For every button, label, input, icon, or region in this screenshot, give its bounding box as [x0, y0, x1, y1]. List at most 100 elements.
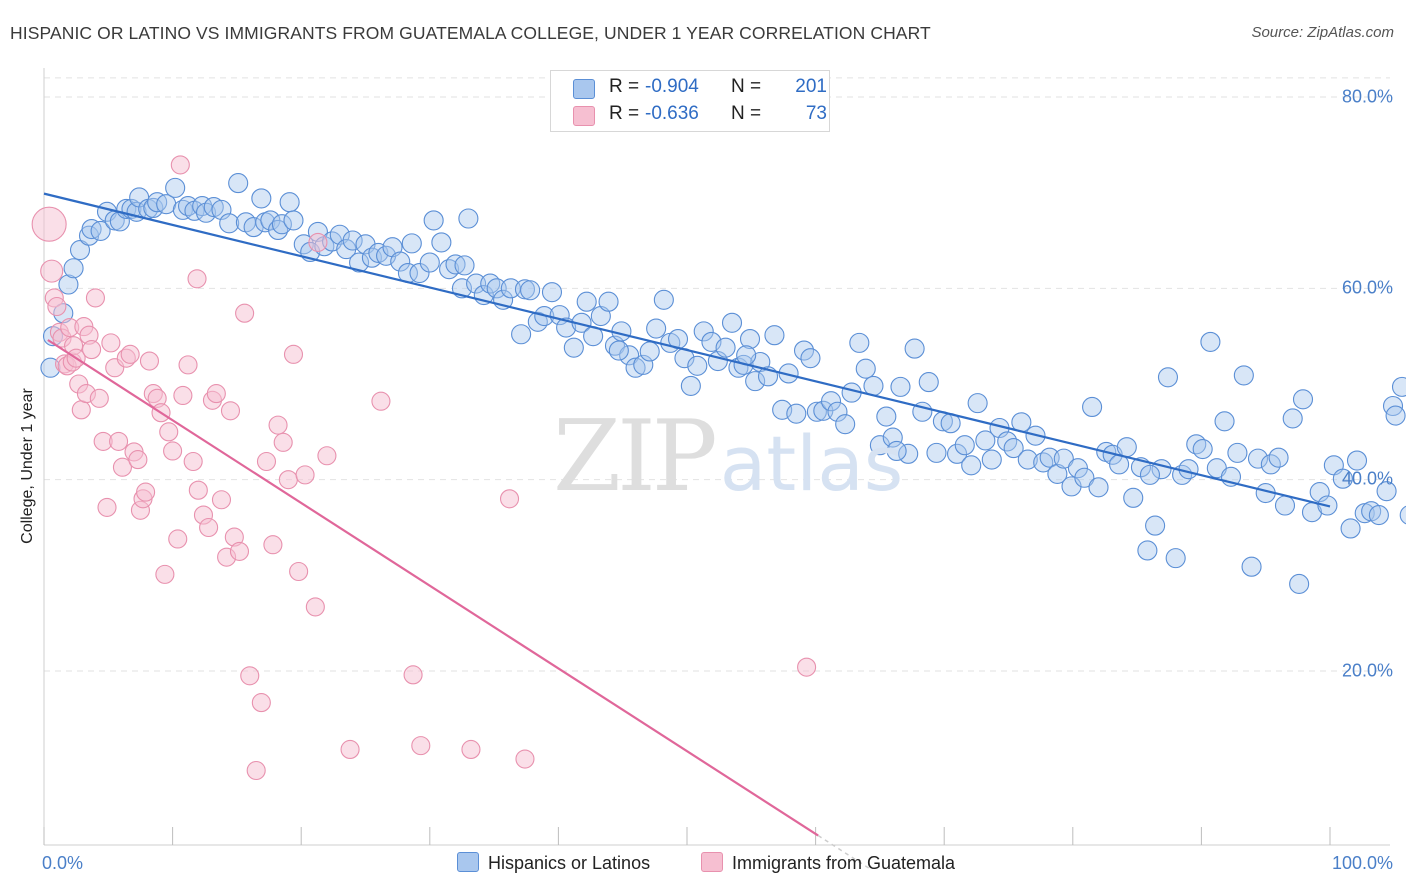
- hispanics-point: [954, 435, 975, 456]
- hispanics-point: [1047, 463, 1068, 484]
- hispanics-point: [563, 337, 584, 358]
- series-hispanics-points: [40, 173, 1406, 594]
- hispanics-point: [1214, 411, 1235, 432]
- hispanics-point: [419, 252, 440, 273]
- hispanics-point: [271, 214, 292, 235]
- hispanics-point: [835, 414, 856, 435]
- hispanics-point: [1139, 464, 1161, 485]
- hispanics-point: [947, 443, 968, 464]
- hispanics-point: [745, 371, 766, 392]
- guatemala-point: [340, 739, 360, 759]
- hispanics-point: [431, 232, 452, 253]
- y-axis-label: College, Under 1 year: [19, 388, 36, 544]
- hispanics-point: [1082, 396, 1103, 418]
- hispanics-point: [1289, 573, 1310, 594]
- hispanics-point: [800, 348, 821, 369]
- hispanics-point: [1247, 448, 1269, 469]
- hispanics-point: [527, 311, 548, 332]
- hispanics-point: [423, 210, 444, 231]
- hispanics-point: [466, 273, 487, 294]
- chart-title: HISPANIC OR LATINO VS IMMIGRANTS FROM GU…: [10, 23, 931, 43]
- hispanics-point: [1340, 518, 1361, 539]
- hispanics-point: [1227, 442, 1248, 463]
- y-tick-label-80: 80.0%: [1341, 86, 1393, 107]
- guatemala-point: [295, 465, 315, 485]
- hispanics-point: [1157, 367, 1179, 388]
- guatemala-point: [31, 206, 67, 242]
- hispanics-point: [1233, 365, 1254, 386]
- hispanics-point: [1116, 437, 1137, 458]
- hispanics-point: [967, 393, 988, 414]
- hispanics-point: [251, 188, 272, 209]
- guatemala-point: [273, 432, 293, 452]
- hispanics-point: [69, 240, 91, 261]
- hispanics-point: [228, 173, 249, 194]
- legend-item-guatemala: Immigrants from Guatemala: [701, 852, 955, 874]
- guatemala-point: [139, 351, 160, 371]
- guatemala-point: [178, 355, 198, 375]
- hispanics-point: [981, 449, 1002, 470]
- stats-legend: R = -0.904 N = 201 R = -0.636 N = 73: [550, 70, 830, 132]
- hispanics-point: [1200, 331, 1221, 352]
- hispanics-point: [1292, 389, 1314, 410]
- hispanics-point: [598, 291, 619, 312]
- hispanics-point: [283, 210, 304, 231]
- guatemala-point: [278, 470, 298, 490]
- hispanics-point: [786, 403, 807, 424]
- hispanics-point: [820, 391, 842, 412]
- guatemala-point: [173, 385, 193, 406]
- hispanics-point: [625, 357, 646, 378]
- r-label: R =: [609, 76, 640, 97]
- guatemala-point: [109, 431, 129, 451]
- guatemala-point: [159, 422, 179, 442]
- hispanics-point: [63, 258, 84, 279]
- hispanics-point: [882, 427, 903, 448]
- hispanics-point: [268, 219, 289, 241]
- x-tick-label-max: 100.0%: [1331, 853, 1393, 873]
- guatemala-point: [317, 446, 337, 466]
- guatemala-point: [305, 597, 325, 617]
- guatemala-point: [229, 541, 250, 561]
- trend-line-guatemala: [47, 339, 819, 837]
- watermark-zip: ZIP: [553, 400, 718, 514]
- hispanics-point: [975, 430, 996, 451]
- hispanics-point: [1274, 495, 1296, 516]
- guatemala-point: [101, 333, 121, 353]
- guatemala-point: [461, 739, 481, 759]
- hispanics-point: [520, 280, 541, 301]
- guatemala-point: [263, 535, 283, 555]
- y-tick-label-40: 40.0%: [1341, 468, 1393, 489]
- hispanics-point: [1368, 505, 1389, 526]
- hispanics-point: [806, 401, 827, 422]
- hispanics-point: [1376, 481, 1397, 502]
- hispanics-point: [390, 251, 411, 272]
- hispanics-point: [608, 340, 629, 361]
- guatemala-point: [120, 344, 140, 364]
- guatemala-point: [85, 288, 105, 308]
- guatemala-point: [89, 388, 109, 408]
- x-tick-label-min: 0.0%: [42, 853, 84, 873]
- guatemala-point: [499, 489, 520, 509]
- guatemala-point: [371, 391, 391, 411]
- guatemala-point: [283, 344, 304, 364]
- hispanics-point: [541, 282, 563, 303]
- legend-swatch-blue: [457, 852, 479, 872]
- hispanics-point: [1123, 487, 1144, 508]
- guatemala-point: [47, 296, 67, 317]
- hispanics-point: [1332, 468, 1353, 489]
- r-label: R =: [609, 103, 640, 124]
- hispanics-point: [401, 233, 422, 254]
- hispanics-point: [1268, 447, 1289, 468]
- hispanics-point: [1385, 405, 1406, 426]
- hispanics-point: [721, 312, 743, 333]
- guatemala-point: [268, 415, 288, 435]
- r-value: -0.904: [645, 76, 699, 97]
- n-value: 73: [805, 103, 827, 124]
- guatemala-point: [183, 451, 203, 472]
- hispanics-point: [511, 324, 532, 345]
- legend-label: Immigrants from Guatemala: [732, 853, 956, 873]
- hispanics-point: [1260, 454, 1281, 475]
- hispanics-point: [1074, 467, 1095, 488]
- watermark-atlas: atlas: [719, 419, 904, 508]
- hispanics-point: [576, 291, 597, 312]
